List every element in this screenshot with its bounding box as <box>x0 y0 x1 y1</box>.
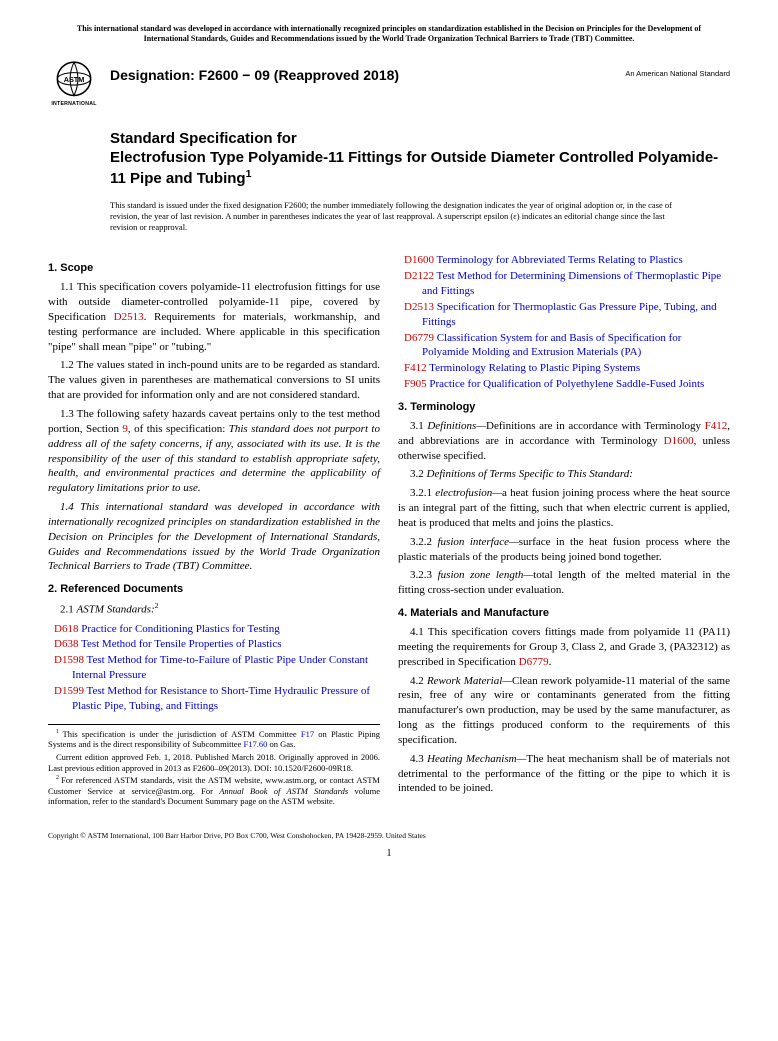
ref-title[interactable]: Terminology Relating to Plastic Piping S… <box>429 362 640 374</box>
para-4-1: 4.1 This specification covers fittings m… <box>398 625 730 670</box>
ref-code[interactable]: D638 <box>54 638 81 650</box>
top-notice: This international standard was develope… <box>48 24 730 45</box>
para-3-2-3: 3.2.3 fusion zone length—total length of… <box>398 568 730 598</box>
ref-title[interactable]: Practice for Conditioning Plastics for T… <box>81 623 280 635</box>
title-block: Standard Specification for Electrofusion… <box>110 129 730 189</box>
ref-code[interactable]: F412 <box>404 362 429 374</box>
astm-logo: ASTM INTERNATIONAL <box>48 57 100 109</box>
link-d6779[interactable]: D6779 <box>519 656 549 668</box>
link-f412[interactable]: F412 <box>705 420 728 432</box>
link-d1600[interactable]: D1600 <box>664 435 694 447</box>
ref-code[interactable]: D2122 <box>404 270 437 282</box>
para-4-2: 4.2 Rework Material—Clean rework polyami… <box>398 674 730 748</box>
page-number: 1 <box>48 848 730 859</box>
ref-title[interactable]: Specification for Thermoplastic Gas Pres… <box>422 301 717 328</box>
ref-title[interactable]: Terminology for Abbreviated Terms Relati… <box>437 254 683 266</box>
para-1-2: 1.2 The values stated in inch-pound unit… <box>48 358 380 403</box>
ref-code[interactable]: D6779 <box>404 332 437 344</box>
para-2-1: 2.1 ASTM Standards:2 <box>48 601 380 618</box>
ref-title[interactable]: Classification System for and Basis of S… <box>422 332 681 359</box>
ref-item: F412 Terminology Relating to Plastic Pip… <box>398 361 730 376</box>
ref-code[interactable]: D618 <box>54 623 81 635</box>
title-lead: Standard Specification for <box>110 129 730 149</box>
refdocs-heading: 2. Referenced Documents <box>48 582 380 597</box>
terminology-heading: 3. Terminology <box>398 400 730 415</box>
link-d2513[interactable]: D2513 <box>114 311 144 323</box>
para-1-3: 1.3 The following safety hazards caveat … <box>48 407 380 496</box>
ref-item: D1598 Test Method for Time-to-Failure of… <box>48 653 380 683</box>
footnote-1b: Current edition approved Feb. 1, 2018. P… <box>48 752 380 773</box>
title-superscript: 1 <box>246 168 252 180</box>
title-main: Electrofusion Type Polyamide-11 Fittings… <box>110 148 730 188</box>
svg-text:ASTM: ASTM <box>64 75 85 84</box>
para-3-2-1: 3.2.1 electrofusion—a heat fusion joinin… <box>398 486 730 531</box>
ref-code[interactable]: D1599 <box>54 685 87 697</box>
para-3-2-2: 3.2.2 fusion interface—surface in the he… <box>398 535 730 565</box>
footnotes: 1 This specification is under the jurisd… <box>48 724 380 807</box>
link-f17-60[interactable]: F17.60 <box>243 739 267 749</box>
ref-item: D6779 Classification System for and Basi… <box>398 331 730 361</box>
ref-item: D2122 Test Method for Determining Dimens… <box>398 269 730 299</box>
ref-code[interactable]: F905 <box>404 378 429 390</box>
para-1-1: 1.1 This specification covers polyamide-… <box>48 280 380 354</box>
designation-block: Designation: F2600 − 09 (Reapproved 2018… <box>110 57 625 83</box>
title-main-text: Electrofusion Type Polyamide-11 Fittings… <box>110 149 718 187</box>
ref-item: F905 Practice for Qualification of Polye… <box>398 377 730 392</box>
para-4-3: 4.3 Heating Mechanism—The heat mechanism… <box>398 752 730 797</box>
ref-title[interactable]: Practice for Qualification of Polyethyle… <box>429 378 704 390</box>
designation: Designation: F2600 − 09 (Reapproved 2018… <box>110 67 625 83</box>
ref-title[interactable]: Test Method for Tensile Properties of Pl… <box>81 638 282 650</box>
ans-note: An American National Standard <box>625 57 730 78</box>
scope-heading: 1. Scope <box>48 261 380 276</box>
ref-item: D2513 Specification for Thermoplastic Ga… <box>398 300 730 330</box>
ref-code[interactable]: D1598 <box>54 654 87 666</box>
para-3-1: 3.1 Definitions—Definitions are in accor… <box>398 419 730 464</box>
issuance-note: This standard is issued under the fixed … <box>110 200 690 233</box>
ref-code[interactable]: D1600 <box>404 254 437 266</box>
footnote-1: 1 This specification is under the jurisd… <box>48 729 380 750</box>
para-1-4: 1.4 This international standard was deve… <box>48 500 380 574</box>
ref-item: D1599 Test Method for Resistance to Shor… <box>48 684 380 714</box>
ref-item: D618 Practice for Conditioning Plastics … <box>48 622 380 637</box>
ref-title[interactable]: Test Method for Resistance to Short-Time… <box>72 685 370 712</box>
ref-item: D1600 Terminology for Abbreviated Terms … <box>398 253 730 268</box>
link-f17[interactable]: F17 <box>301 729 314 739</box>
copyright: Copyright © ASTM International, 100 Barr… <box>48 831 730 840</box>
ref-code[interactable]: D2513 <box>404 301 437 313</box>
para-3-2: 3.2 Definitions of Terms Specific to Thi… <box>398 467 730 482</box>
ref-item: D638 Test Method for Tensile Properties … <box>48 637 380 652</box>
footnote-2: 2 For referenced ASTM standards, visit t… <box>48 775 380 807</box>
ref-title[interactable]: Test Method for Determining Dimensions o… <box>422 270 721 297</box>
svg-text:INTERNATIONAL: INTERNATIONAL <box>51 101 97 107</box>
materials-heading: 4. Materials and Manufacture <box>398 606 730 621</box>
body-columns: 1. Scope 1.1 This specification covers p… <box>48 253 730 807</box>
ref-title[interactable]: Test Method for Time-to-Failure of Plast… <box>72 654 368 681</box>
header-row: ASTM INTERNATIONAL Designation: F2600 − … <box>48 57 730 109</box>
